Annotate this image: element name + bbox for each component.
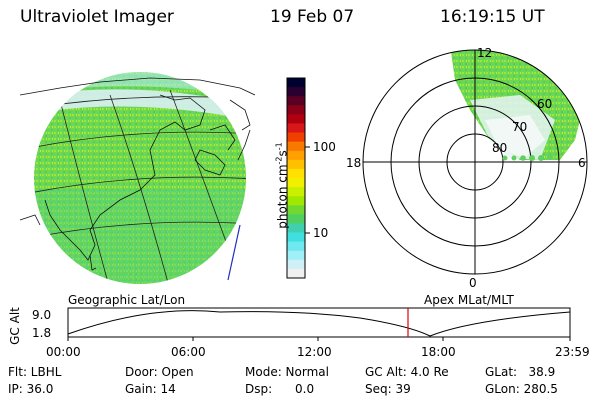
colorbar-segment [287, 114, 305, 124]
time-tick-2359: 23:59 [555, 345, 590, 359]
colorbar-segment [287, 196, 305, 206]
colorbar-segment [287, 141, 305, 152]
colorbar-segment [287, 241, 305, 252]
status-glon: GLon: 280.5 [485, 382, 558, 396]
colorbar-segment [287, 178, 305, 188]
colorbar-segment [287, 250, 305, 261]
polar-label-6: 6 [578, 156, 586, 170]
colorbar-segment [287, 223, 305, 234]
colorbar-segment [287, 232, 305, 243]
instrument-title: Ultraviolet Imager [20, 7, 174, 27]
status-door: Door: Open [125, 365, 194, 379]
geo-lat-lon-title: Geographic Lat/Lon [68, 293, 186, 307]
observation-date: 19 Feb 07 [270, 7, 355, 27]
colorbar-segment [287, 187, 305, 197]
polar-label-18: 18 [346, 156, 362, 170]
status-gc-alt: GC Alt: 4.0 Re [365, 365, 449, 379]
colorbar-segment [287, 132, 305, 143]
status-gain: Gain: 14 [125, 382, 176, 396]
status-glat: GLat: 38.9 [485, 365, 556, 379]
colorbar-segment [287, 159, 305, 170]
time-tick-1800: 18:00 [421, 345, 456, 359]
status-dsp: Dsp: 0.0 [245, 382, 315, 396]
time-tick-0600: 06:00 [171, 345, 206, 359]
colorbar-segment [287, 105, 305, 115]
time-tick-0000: 00:00 [46, 345, 81, 359]
alt-y-tick-1: 1.8 [32, 326, 52, 340]
colorbar-segment [287, 123, 305, 134]
colorbar-segment [287, 78, 305, 88]
time-tick-1200: 12:00 [297, 345, 332, 359]
status-filter: Flt: LBHL [8, 365, 62, 379]
observation-time: 16:19:15 UT [440, 7, 545, 27]
colorbar-segment [287, 205, 305, 215]
colorbar-segment [287, 96, 305, 106]
colorbar-segment [287, 168, 305, 179]
status-mode: Mode: Normal [245, 365, 329, 379]
apex-mlat-mlt-title: Apex MLat/MLT [424, 293, 514, 307]
colorbar-segment [287, 268, 305, 279]
colorbar-segment [287, 87, 305, 97]
colorbar-tick-10: 10 [313, 226, 329, 240]
colorbar-segment [287, 150, 305, 161]
alt-y-tick-9: 9.0 [32, 308, 52, 322]
status-ip: IP: 36.0 [8, 382, 54, 396]
polar-lat-80: 80 [492, 141, 508, 155]
polar-label-12: 12 [477, 46, 493, 60]
polar-lat-70: 70 [512, 120, 528, 134]
colorbar-tick-100: 100 [313, 140, 336, 154]
polar-label-0: 0 [469, 276, 477, 290]
colorbar-segment [287, 214, 305, 224]
status-seq: Seq: 39 [365, 382, 411, 396]
colorbar-segment [287, 259, 305, 270]
polar-lat-60: 60 [537, 97, 553, 111]
